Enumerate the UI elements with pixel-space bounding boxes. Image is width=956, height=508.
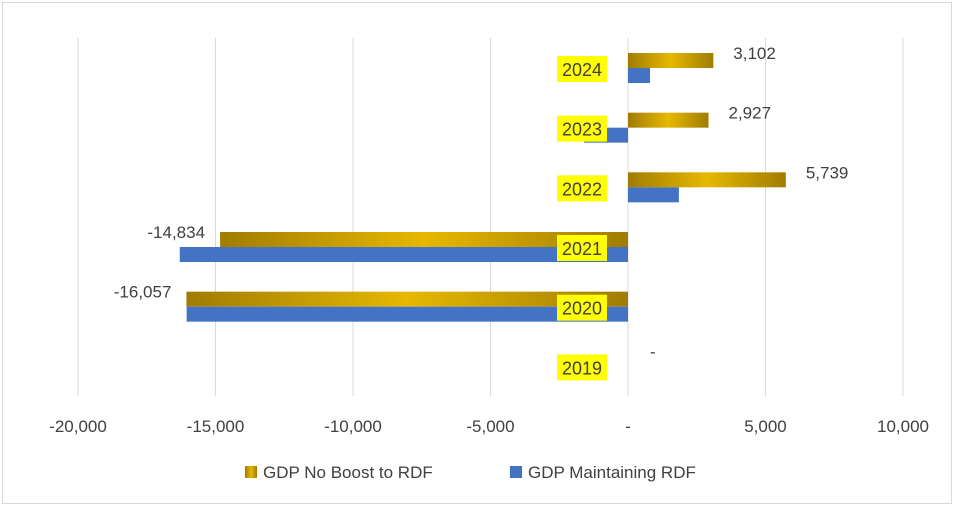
bar-gdp-no-boost [186, 291, 628, 307]
gridlines [77, 38, 904, 396]
bar-gdp-maintaining [628, 68, 650, 83]
category-label: 2020 [562, 299, 602, 319]
data-label: 3,102 [733, 44, 776, 63]
bar-gdp-maintaining [628, 187, 679, 203]
data-label: - [650, 342, 656, 361]
legend-label-gdp-no-boost: GDP No Boost to RDF [263, 463, 433, 482]
category-label-highlight [557, 294, 607, 321]
bar-gdp-maintaining [179, 247, 628, 262]
data-labels: 3,102 2,927 5,739 -14,834 -16,057 - [114, 44, 849, 361]
x-tick-label: -10,000 [324, 417, 382, 436]
category-labels: 2024 2023 2022 2021 2020 2019 [557, 56, 607, 381]
x-tick-label: -5,000 [466, 417, 514, 436]
x-tick-label: -20,000 [49, 417, 107, 436]
bar-gdp-no-boost [628, 53, 714, 68]
category-label-highlight [557, 235, 607, 261]
legend-swatch-gdp-no-boost [245, 466, 257, 478]
category-label: 2022 [562, 179, 602, 199]
x-axis-tick-labels: -20,000 -15,000 -10,000 -5,000-5,000 10,000 [49, 417, 929, 436]
category-label: 2024 [562, 60, 602, 80]
category-label-highlight [557, 175, 607, 202]
data-label: -14,834 [147, 223, 205, 242]
bar-gdp-no-boost [628, 112, 709, 128]
bar-gdp-maintaining [186, 306, 628, 322]
x-tick-label: 10,000 [877, 417, 929, 436]
data-label: -16,057 [114, 283, 172, 302]
legend-swatch-gdp-maintaining [510, 466, 522, 478]
data-label: 5,739 [806, 163, 849, 182]
legend: GDP No Boost to RDF GDP Maintaining RDF [245, 463, 696, 482]
category-label: 2021 [562, 239, 602, 259]
legend-label-gdp-maintaining: GDP Maintaining RDF [528, 463, 696, 482]
category-label: 2019 [562, 358, 602, 378]
bar-gdp-no-boost [628, 172, 786, 188]
category-label-highlight [557, 115, 607, 142]
category-label: 2023 [562, 120, 602, 140]
x-tick-label: -15,000 [187, 417, 245, 436]
bars [179, 53, 786, 322]
category-label-highlight [557, 56, 607, 82]
x-tick-label: - [625, 417, 631, 436]
category-label-highlight [557, 354, 607, 381]
x-tick-label: 5,000 [744, 417, 787, 436]
bar-gdp-no-boost [220, 232, 628, 247]
data-label: 2,927 [728, 104, 771, 123]
